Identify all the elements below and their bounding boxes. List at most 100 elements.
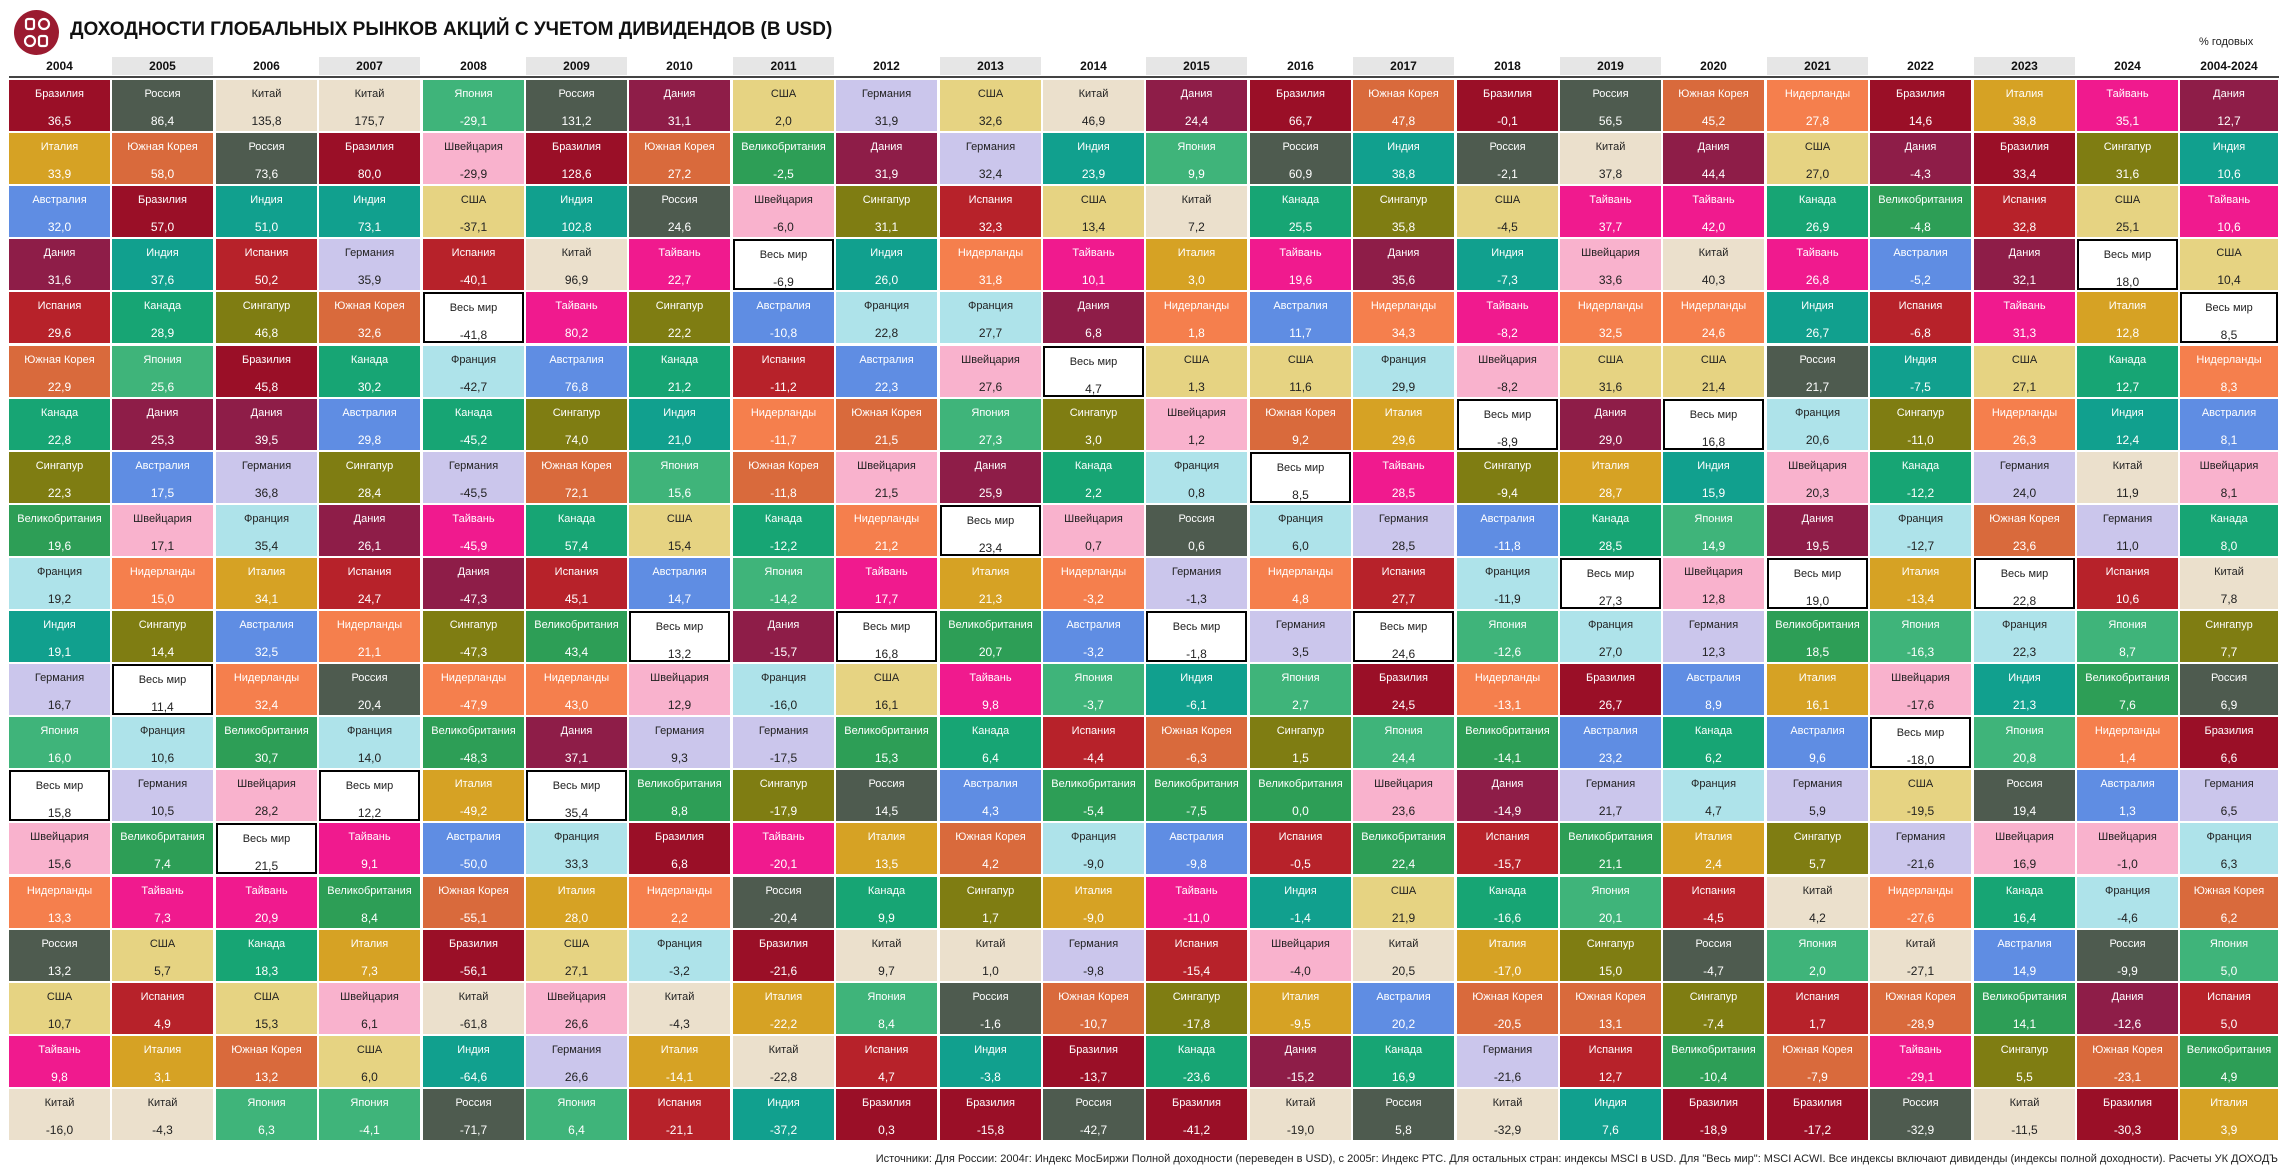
return-value: 17,1 — [150, 539, 175, 553]
market-name: Италия — [350, 938, 389, 950]
return-value: 26,7 — [1805, 326, 1830, 340]
return-cell: Южная Корея 21,5 — [836, 399, 937, 450]
return-value: 33,9 — [47, 167, 72, 181]
market-name: Китай — [1905, 938, 1936, 950]
return-value: 22,2 — [667, 326, 692, 340]
return-cell: Италия 29,6 — [1353, 399, 1454, 450]
market-name: Дания — [2008, 247, 2041, 259]
return-cell: Нидерланды 13,3 — [9, 877, 110, 928]
market-name: Швейцария — [30, 831, 89, 843]
return-cell: Дания -47,3 — [423, 558, 524, 609]
return-cell: Швейцария 1,2 — [1146, 399, 1247, 450]
market-name: Япония — [1901, 619, 1940, 631]
return-value: 9,3 — [671, 751, 688, 765]
market-name: Италия — [1281, 991, 1320, 1003]
market-name: Германия — [1482, 1044, 1533, 1056]
return-value: 19,2 — [47, 592, 72, 606]
return-cell: Великобритания 20,7 — [940, 611, 1041, 662]
return-cell: Италия 28,0 — [526, 877, 627, 928]
return-cell: Тайвань 10,6 — [2180, 186, 2278, 237]
return-value: -1,6 — [980, 1017, 1001, 1031]
return-cell: Великобритания -7,5 — [1146, 770, 1247, 821]
return-value: 28,5 — [1391, 539, 1416, 553]
return-cell: Индия 15,9 — [1663, 452, 1764, 503]
return-value: -3,2 — [1083, 645, 1104, 659]
market-name: Россия — [144, 88, 181, 100]
return-value: -7,9 — [1807, 1070, 1828, 1084]
return-cell: Бразилия 57,0 — [112, 186, 213, 237]
return-value: 6,2 — [2220, 911, 2238, 925]
return-cell: Германия 6,5 — [2180, 770, 2278, 821]
return-value: 13,1 — [1598, 1017, 1623, 1031]
market-name: Великобритания — [2186, 1044, 2272, 1056]
market-name: Канада — [867, 885, 906, 897]
return-value: 11,0 — [2116, 539, 2139, 553]
return-value: -48,3 — [459, 751, 488, 765]
return-cell: Китай -11,5 — [1974, 1089, 2075, 1140]
return-value: 60,9 — [1288, 167, 1313, 181]
return-cell: Китай -27,1 — [1870, 930, 1971, 981]
return-value: 23,9 — [1081, 167, 1106, 181]
return-value: 4,7 — [1705, 804, 1722, 818]
return-cell: Бразилия -17,2 — [1767, 1089, 1868, 1140]
return-cell: Нидерланды 24,6 — [1663, 292, 1764, 343]
return-cell: Нидерланды 1,4 — [2077, 717, 2178, 768]
return-cell: Тайвань 26,8 — [1767, 239, 1868, 290]
market-name: Сингапур — [1172, 991, 1221, 1003]
return-cell: Бразилия 24,5 — [1353, 664, 1454, 715]
return-value: 9,6 — [1809, 751, 1826, 765]
year-header: 2018 — [1494, 59, 1521, 73]
return-cell: Франция 33,3 — [526, 823, 627, 874]
return-value: -7,5 — [1186, 804, 1207, 818]
market-name: Сингапур — [35, 460, 84, 472]
return-value: 20,1 — [1598, 911, 1623, 925]
return-value: 66,7 — [1288, 114, 1313, 128]
return-cell: Италия -17,0 — [1457, 930, 1558, 981]
market-name: Великобритания — [637, 778, 722, 790]
return-cell: Южная Корея -6,3 — [1146, 717, 1247, 768]
return-cell: Япония 8,4 — [836, 983, 937, 1034]
return-value: 19,1 — [47, 645, 72, 659]
return-value: 2,4 — [1705, 857, 1722, 871]
market-name: Франция — [1380, 354, 1427, 366]
return-cell: Великобритания 0,0 — [1250, 770, 1351, 821]
return-cell: США 27,1 — [1974, 346, 2075, 397]
return-value: -37,1 — [459, 220, 488, 234]
return-value: -12,6 — [2113, 1017, 2142, 1031]
market-name: Тайвань — [1899, 1044, 1942, 1056]
return-cell: Россия 56,5 — [1560, 80, 1661, 131]
return-cell: Индия 21,0 — [629, 399, 730, 450]
return-value: 0,7 — [1085, 539, 1102, 553]
return-cell: Южная Корея 13,1 — [1560, 983, 1661, 1034]
return-cell: Япония 25,6 — [112, 346, 213, 397]
return-cell: Канада 25,5 — [1250, 186, 1351, 237]
market-name: Китай — [1492, 1097, 1523, 1109]
return-cell: Великобритания -10,4 — [1663, 1036, 1764, 1087]
return-cell: Дания 31,6 — [9, 239, 110, 290]
market-name: Япония — [557, 1097, 596, 1109]
return-value: -7,5 — [1910, 380, 1931, 394]
return-cell: Австралия 17,5 — [112, 452, 213, 503]
return-value: 0,6 — [1188, 539, 1205, 553]
return-cell: Швейцария 0,7 — [1043, 505, 1144, 556]
market-name: Россия — [1385, 1097, 1422, 1109]
market-name: Франция — [1794, 407, 1841, 419]
return-value: 12,7 — [1598, 1070, 1623, 1084]
market-name: Япония — [1281, 672, 1320, 684]
return-value: 7,4 — [154, 857, 171, 871]
return-cell: Китай 40,3 — [1663, 239, 1764, 290]
return-value: 7,3 — [361, 964, 378, 978]
return-value: -6,1 — [1186, 698, 1207, 712]
header-divider — [9, 76, 2279, 78]
return-value: 13,2 — [254, 1070, 279, 1084]
return-value: 50,2 — [254, 273, 279, 287]
return-value: 80,0 — [357, 167, 382, 181]
market-name: Канада — [660, 354, 699, 366]
return-cell: Бразилия -41,2 — [1146, 1089, 1247, 1140]
return-cell: Южная Корея -10,7 — [1043, 983, 1144, 1034]
return-cell: Швейцария 23,6 — [1353, 770, 1454, 821]
market-name: Весь мир — [1069, 356, 1118, 368]
year-header: 2024 — [2114, 59, 2141, 73]
return-cell: Швейцария -8,2 — [1457, 346, 1558, 397]
market-name: Дания — [974, 460, 1007, 472]
